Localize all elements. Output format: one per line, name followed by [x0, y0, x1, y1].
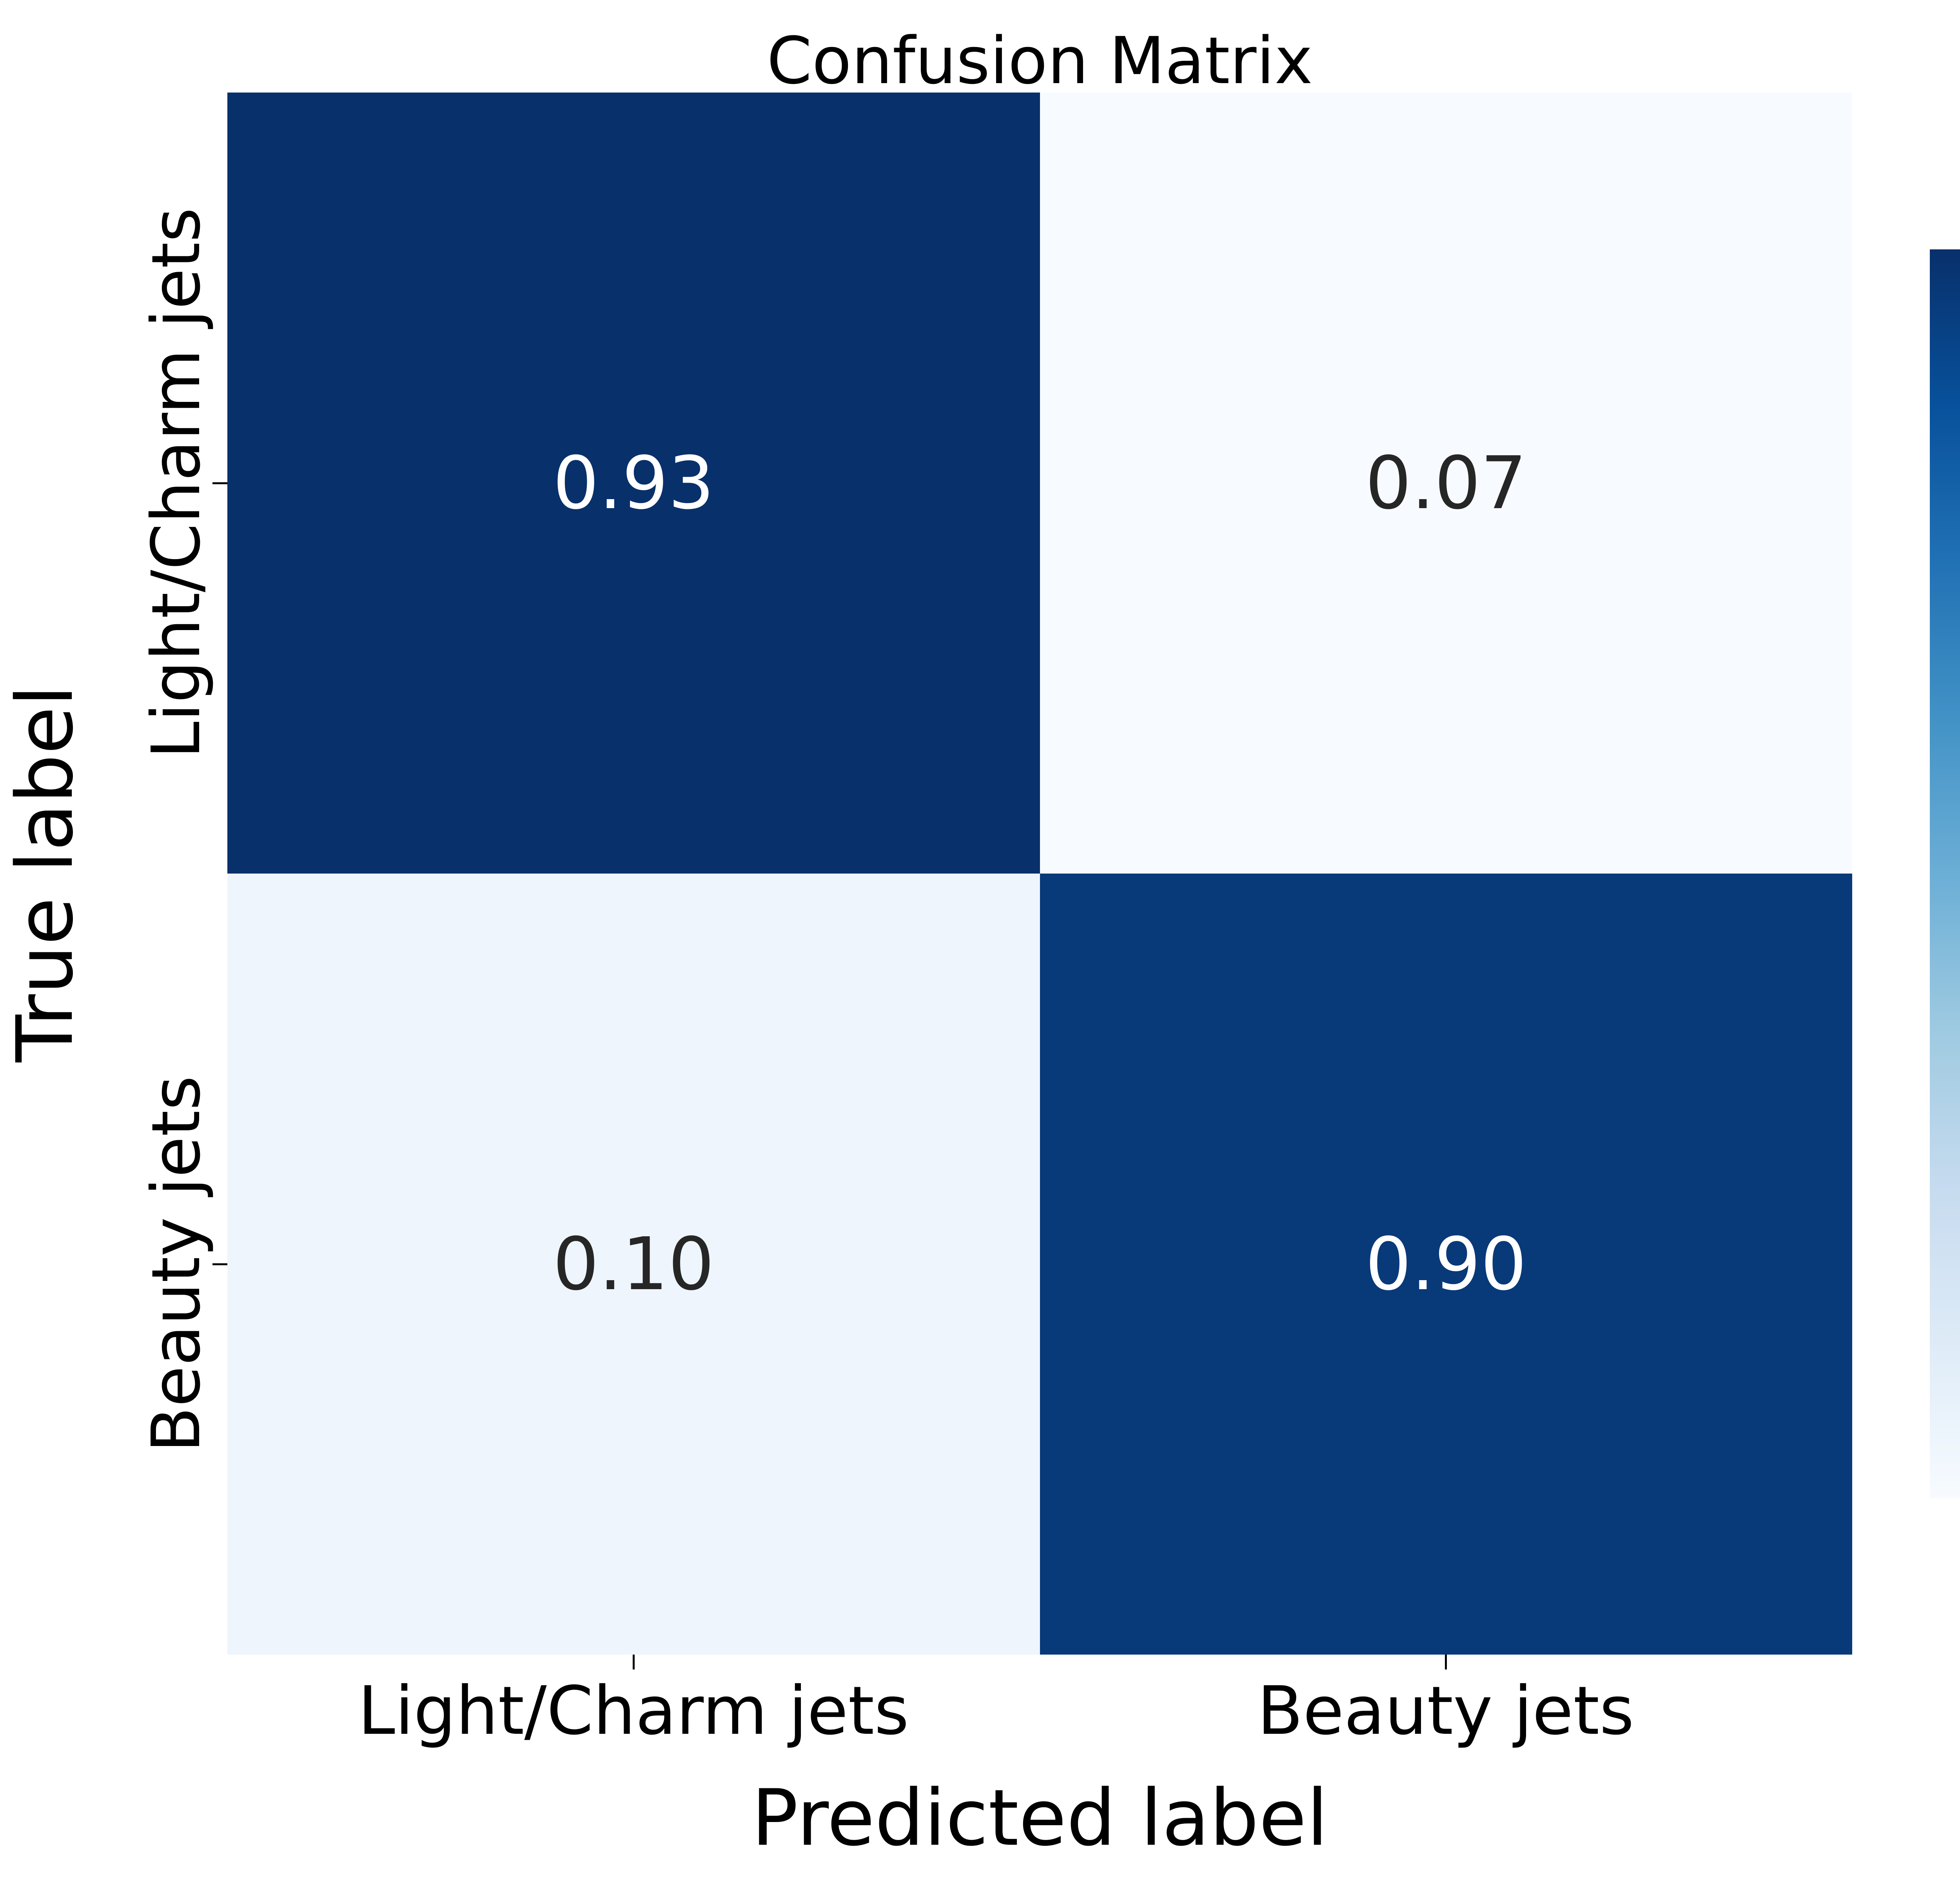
heatmap-cell-true-beauty-pred-lightcharm: 0.10: [227, 874, 1040, 1655]
heatmap-grid: 0.93 0.07 0.10 0.90: [227, 93, 1852, 1655]
colorbar-gradient: [1930, 249, 1960, 1499]
x-tick-mark-lightcharm: [633, 1655, 635, 1669]
x-tick-label-lightcharm: Light/Charm jets: [358, 1672, 909, 1750]
heatmap-cell-true-beauty-pred-beauty: 0.90: [1040, 874, 1852, 1655]
y-tick-mark-beauty: [212, 1263, 227, 1265]
y-tick-label-beauty: Beauty jets: [138, 1075, 215, 1453]
x-tick-mark-beauty: [1445, 1655, 1447, 1669]
heatmap-cell-true-lightcharm-pred-beauty: 0.07: [1040, 93, 1852, 874]
y-axis-label: True label: [0, 685, 91, 1063]
x-tick-label-beauty: Beauty jets: [1257, 1672, 1634, 1750]
chart-title: Confusion Matrix: [767, 23, 1313, 98]
x-axis-label: Predicted label: [751, 1773, 1328, 1863]
y-tick-label-lightcharm: Light/Charm jets: [138, 207, 215, 759]
heatmap-cell-true-lightcharm-pred-lightcharm: 0.93: [227, 93, 1040, 874]
y-tick-mark-lightcharm: [212, 482, 227, 484]
